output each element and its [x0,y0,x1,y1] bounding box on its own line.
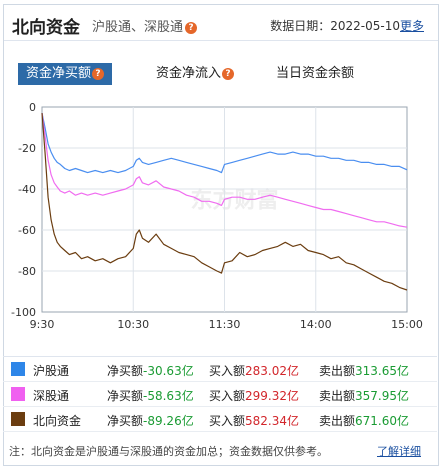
tab-net-inflow[interactable]: 资金净流入? [156,63,235,85]
buy-label: 买入额 [209,414,246,428]
net-value: -30.63亿 [143,364,194,378]
more-link[interactable]: 更多 [399,19,424,33]
legend-net: 净买额-89.26亿 [107,412,194,429]
footer-note: 注：北向资金是沪股通与深股通的资金加总；资金数据仅供参考。 了解详细 [3,442,439,462]
sell-value: 357.95亿 [355,389,410,403]
legend-row-north: 北向资金 净买额-89.26亿 买入额582.34亿 卖出额671.60亿 [3,407,437,432]
y-tick-label: 0 [29,101,36,114]
watermark-text: 东方财富 [190,188,278,214]
north-flow-widget: 北向资金 沪股通、深股通? 数据日期：2022-05-10 更多 资金净买额? … [3,4,439,466]
buy-label: 买入额 [209,389,246,403]
legend-sell: 卖出额671.60亿 [319,412,409,429]
legend-row-hgt: 沪股通 净买额-30.63亿 买入额283.02亿 卖出额313.65亿 [3,357,437,382]
legend-row-sgt: 深股通 净买额-58.63亿 买入额299.32亿 卖出额357.95亿 [3,382,437,407]
subtitle-text: 沪股通、深股通 [92,20,184,35]
y-tick-label: -20 [18,142,36,155]
help-icon[interactable]: ? [92,68,105,80]
buy-label: 买入额 [209,364,246,378]
x-tick-label: 15:00 [391,318,423,331]
legend-table: 沪股通 净买额-30.63亿 买入额283.02亿 卖出额313.65亿 深股通… [3,356,437,432]
legend-swatch [11,387,25,401]
sell-value: 313.65亿 [355,364,410,378]
series-line-north [41,113,408,291]
y-tick-label: -80 [18,265,36,278]
legend-sell: 卖出额313.65亿 [319,362,409,379]
widget-title: 北向资金 [12,18,80,38]
x-tick-label: 11:30 [209,318,241,331]
legend-net: 净买额-58.63亿 [107,387,194,404]
legend-name: 北向资金 [33,414,82,428]
widget-header: 北向资金 沪股通、深股通? 数据日期：2022-05-10 更多 [4,5,438,41]
help-icon[interactable]: ? [185,22,198,34]
series-line-hgt [41,112,408,174]
legend-buy: 买入额582.34亿 [209,412,299,429]
sell-value: 671.60亿 [355,414,410,428]
legend-buy: 买入额299.32亿 [209,387,299,404]
legend-net: 净买额-30.63亿 [107,362,194,379]
net-label: 净买额 [107,414,144,428]
legend-swatch [11,412,25,426]
tab-net-inflow-label: 资金净流入 [156,66,222,81]
buy-value: 582.34亿 [245,414,300,428]
legend-sell: 卖出额357.95亿 [319,387,409,404]
footer-text: 注：北向资金是沪股通与深股通的资金加总；资金数据仅供参考。 [9,445,328,458]
x-tick-label: 9:30 [30,318,55,331]
sell-label: 卖出额 [319,364,356,378]
chart-area: 东方财富 0 -20 -40 -60 -80 -100 9:30 10:30 11:30 14:00… [4,99,438,343]
data-date: 数据日期：2022-05-10 [270,19,400,33]
net-label: 净买额 [107,389,144,403]
x-tick-label: 10:30 [117,318,149,331]
y-tick-label: -60 [18,224,36,237]
legend-name: 深股通 [33,389,70,403]
sell-label: 卖出额 [319,414,356,428]
net-value: -58.63亿 [143,389,194,403]
x-tick-label: 14:00 [300,318,332,331]
tab-net-buy-label: 资金净买额 [26,66,92,81]
sell-label: 卖出额 [319,389,356,403]
y-tick-label: -40 [18,183,36,196]
legend-name: 沪股通 [33,364,70,378]
series-line-sgt [41,113,408,228]
tab-daily-balance[interactable]: 当日资金余额 [276,63,354,85]
net-label: 净买额 [107,364,144,378]
widget-subtitle: 沪股通、深股通? [92,16,198,35]
buy-value: 283.02亿 [245,364,300,378]
y-tick-label: -100 [11,306,36,319]
net-value: -89.26亿 [143,414,194,428]
legend-buy: 买入额283.02亿 [209,362,299,379]
legend-swatch [11,362,25,376]
buy-value: 299.32亿 [245,389,300,403]
tab-net-buy[interactable]: 资金净买额? [18,63,113,85]
help-icon[interactable]: ? [222,68,235,80]
tab-bar: 资金净买额? 资金净流入? 当日资金余额 [4,63,438,91]
learn-more-link[interactable]: 了解详细 [377,445,421,458]
tab-daily-balance-label: 当日资金余额 [276,66,355,81]
